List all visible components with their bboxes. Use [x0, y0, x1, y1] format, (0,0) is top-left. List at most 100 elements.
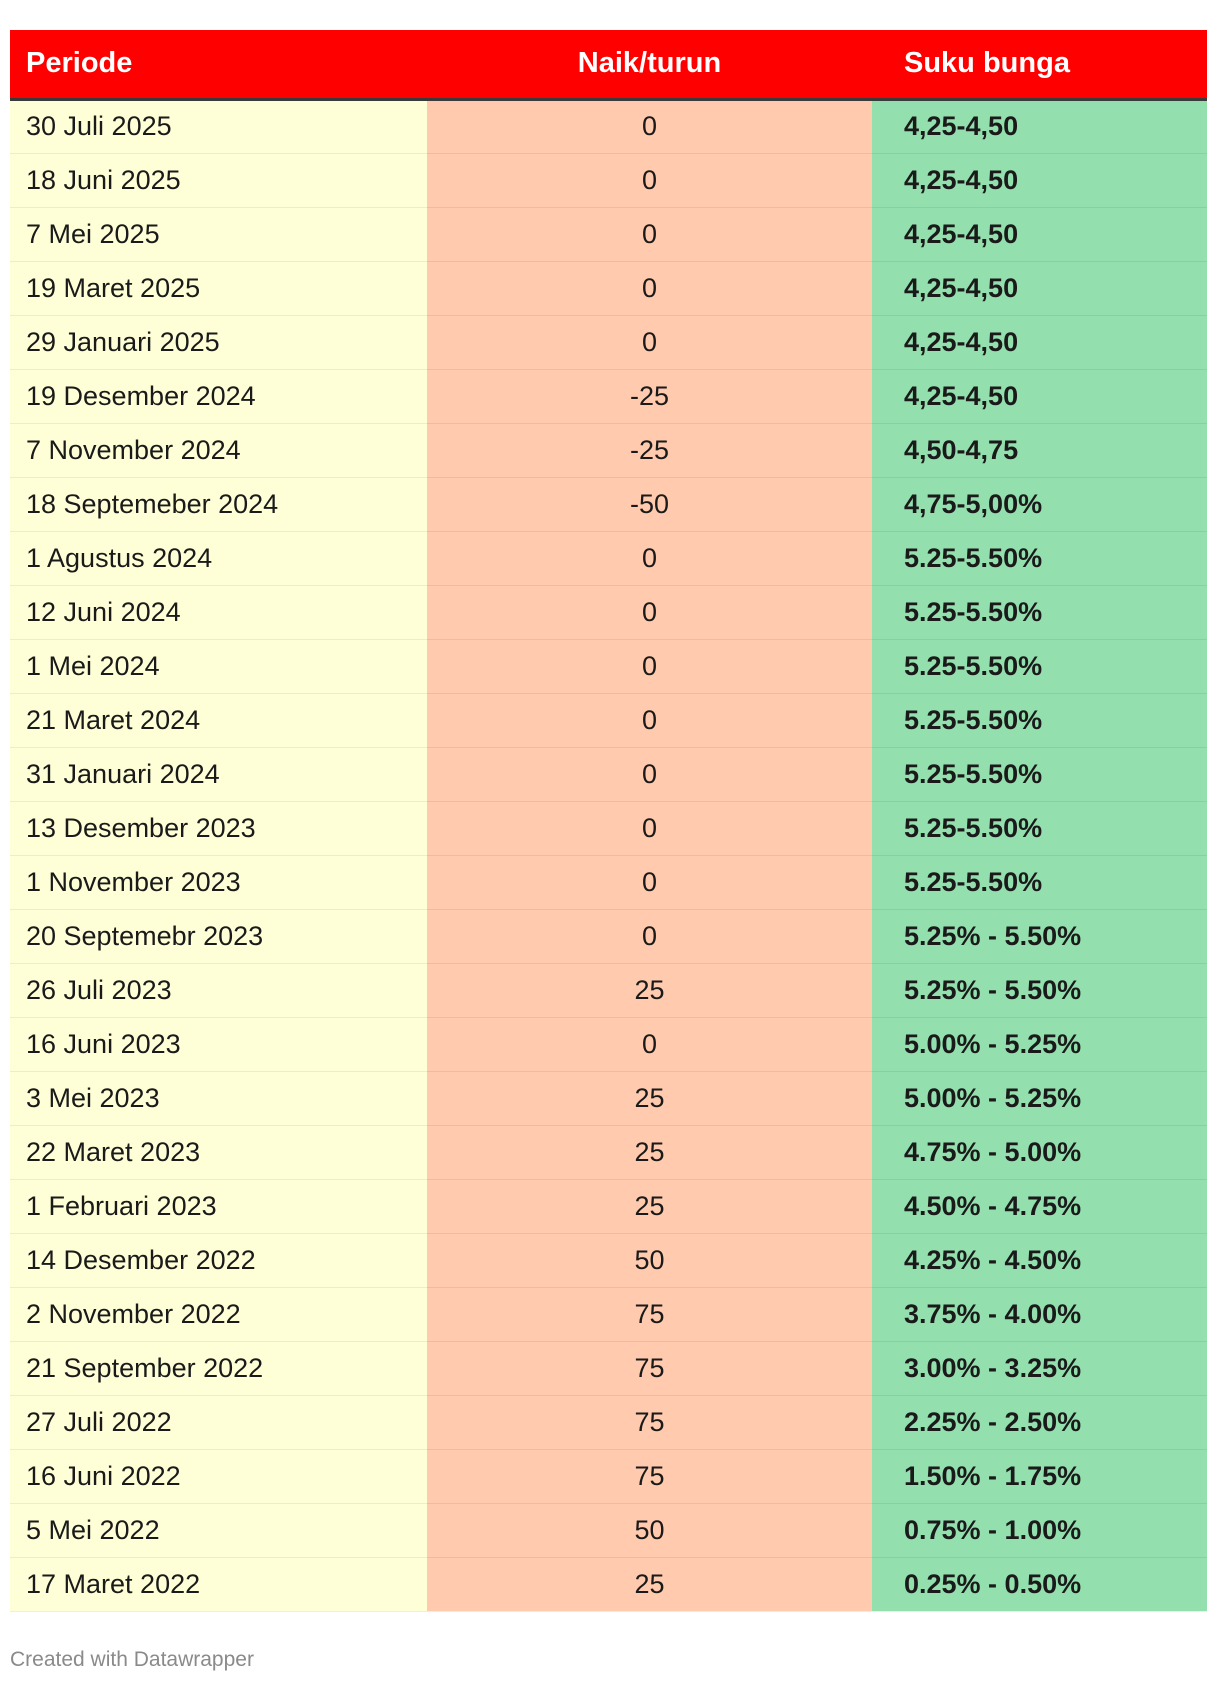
cell-periode: 19 Desember 2024: [10, 369, 427, 424]
cell-periode: 12 Juni 2024: [10, 585, 427, 640]
cell-periode: 2 November 2022: [10, 1287, 427, 1342]
cell-suku-bunga: 5.25-5.50%: [872, 585, 1207, 640]
header-periode[interactable]: Periode: [10, 30, 427, 101]
cell-periode: 1 November 2023: [10, 855, 427, 910]
table-row: 21 Maret 2024 0 5.25-5.50%: [10, 693, 1207, 748]
header-suku-bunga[interactable]: Suku bunga: [872, 30, 1207, 101]
cell-naik-turun: -50: [427, 477, 872, 532]
table-row: 26 Juli 2023 25 5.25% - 5.50%: [10, 963, 1207, 1018]
cell-naik-turun: 0: [427, 1017, 872, 1072]
table-row: 13 Desember 2023 0 5.25-5.50%: [10, 801, 1207, 856]
table-body: 30 Juli 2025 0 4,25-4,50 18 Juni 2025 0 4,25-…: [10, 99, 1207, 1612]
cell-naik-turun: 0: [427, 531, 872, 586]
cell-periode: 20 Septemebr 2023: [10, 909, 427, 964]
table-row: 30 Juli 2025 0 4,25-4,50: [10, 99, 1207, 154]
table-row: 16 Juni 2022 75 1.50% - 1.75%: [10, 1449, 1207, 1504]
cell-suku-bunga: 4,50-4,75: [872, 423, 1207, 478]
cell-periode: 14 Desember 2022: [10, 1233, 427, 1288]
datawrapper-credit: Created with Datawrapper: [10, 1648, 254, 1671]
table-header: Periode Naik/turun Suku bunga: [10, 30, 1207, 101]
cell-suku-bunga: 2.25% - 2.50%: [872, 1395, 1207, 1450]
cell-naik-turun: 25: [427, 1557, 872, 1612]
table-row: 19 Maret 2025 0 4,25-4,50: [10, 261, 1207, 316]
cell-suku-bunga: 4,25-4,50: [872, 99, 1207, 154]
table-row: 29 Januari 2025 0 4,25-4,50: [10, 315, 1207, 370]
cell-naik-turun: 50: [427, 1233, 872, 1288]
rate-table: Periode Naik/turun Suku bunga 30 Juli 20…: [10, 30, 1207, 1612]
cell-periode: 26 Juli 2023: [10, 963, 427, 1018]
header-naik-turun[interactable]: Naik/turun: [427, 30, 872, 101]
cell-suku-bunga: 4.25% - 4.50%: [872, 1233, 1207, 1288]
cell-periode: 13 Desember 2023: [10, 801, 427, 856]
table-row: 12 Juni 2024 0 5.25-5.50%: [10, 585, 1207, 640]
table-row: 14 Desember 2022 50 4.25% - 4.50%: [10, 1233, 1207, 1288]
cell-suku-bunga: 4.50% - 4.75%: [872, 1179, 1207, 1234]
cell-suku-bunga: 4,25-4,50: [872, 207, 1207, 262]
cell-periode: 16 Juni 2023: [10, 1017, 427, 1072]
cell-periode: 5 Mei 2022: [10, 1503, 427, 1558]
table-row: 1 Agustus 2024 0 5.25-5.50%: [10, 531, 1207, 586]
cell-suku-bunga: 5.25-5.50%: [872, 747, 1207, 802]
cell-periode: 21 September 2022: [10, 1341, 427, 1396]
table-row: 21 September 2022 75 3.00% - 3.25%: [10, 1341, 1207, 1396]
cell-naik-turun: 25: [427, 963, 872, 1018]
table-row: 18 Septemeber 2024 -50 4,75-5,00%: [10, 477, 1207, 532]
cell-suku-bunga: 3.00% - 3.25%: [872, 1341, 1207, 1396]
table-row: 1 November 2023 0 5.25-5.50%: [10, 855, 1207, 910]
cell-periode: 18 Septemeber 2024: [10, 477, 427, 532]
cell-periode: 1 Agustus 2024: [10, 531, 427, 586]
cell-periode: 17 Maret 2022: [10, 1557, 427, 1612]
cell-naik-turun: 0: [427, 693, 872, 748]
cell-periode: 7 November 2024: [10, 423, 427, 478]
cell-suku-bunga: 5.25-5.50%: [872, 855, 1207, 910]
cell-suku-bunga: 0.25% - 0.50%: [872, 1557, 1207, 1612]
table-row: 20 Septemebr 2023 0 5.25% - 5.50%: [10, 909, 1207, 964]
cell-naik-turun: 0: [427, 855, 872, 910]
cell-periode: 29 Januari 2025: [10, 315, 427, 370]
table-row: 1 Februari 2023 25 4.50% - 4.75%: [10, 1179, 1207, 1234]
cell-suku-bunga: 4,25-4,50: [872, 261, 1207, 316]
cell-suku-bunga: 4,25-4,50: [872, 153, 1207, 208]
cell-naik-turun: 0: [427, 99, 872, 154]
table-row: 5 Mei 2022 50 0.75% - 1.00%: [10, 1503, 1207, 1558]
cell-periode: 21 Maret 2024: [10, 693, 427, 748]
cell-suku-bunga: 5.25% - 5.50%: [872, 963, 1207, 1018]
cell-periode: 3 Mei 2023: [10, 1071, 427, 1126]
cell-periode: 1 Mei 2024: [10, 639, 427, 694]
cell-suku-bunga: 4,75-5,00%: [872, 477, 1207, 532]
table-row: 18 Juni 2025 0 4,25-4,50: [10, 153, 1207, 208]
table-row: 3 Mei 2023 25 5.00% - 5.25%: [10, 1071, 1207, 1126]
cell-naik-turun: 0: [427, 153, 872, 208]
table-row: 2 November 2022 75 3.75% - 4.00%: [10, 1287, 1207, 1342]
rate-table-container: Periode Naik/turun Suku bunga 30 Juli 20…: [10, 30, 1207, 1612]
cell-periode: 22 Maret 2023: [10, 1125, 427, 1180]
table-row: 7 November 2024 -25 4,50-4,75: [10, 423, 1207, 478]
table-row: 22 Maret 2023 25 4.75% - 5.00%: [10, 1125, 1207, 1180]
cell-periode: 30 Juli 2025: [10, 99, 427, 154]
table-row: 27 Juli 2022 75 2.25% - 2.50%: [10, 1395, 1207, 1450]
table-row: 31 Januari 2024 0 5.25-5.50%: [10, 747, 1207, 802]
cell-naik-turun: 25: [427, 1071, 872, 1126]
cell-periode: 18 Juni 2025: [10, 153, 427, 208]
cell-suku-bunga: 5.25-5.50%: [872, 693, 1207, 748]
cell-periode: 19 Maret 2025: [10, 261, 427, 316]
cell-suku-bunga: 5.25% - 5.50%: [872, 909, 1207, 964]
cell-suku-bunga: 4,25-4,50: [872, 315, 1207, 370]
cell-suku-bunga: 5.25-5.50%: [872, 639, 1207, 694]
cell-naik-turun: 25: [427, 1179, 872, 1234]
cell-naik-turun: 75: [427, 1287, 872, 1342]
cell-naik-turun: 75: [427, 1341, 872, 1396]
cell-suku-bunga: 1.50% - 1.75%: [872, 1449, 1207, 1504]
cell-naik-turun: 0: [427, 747, 872, 802]
cell-naik-turun: 0: [427, 801, 872, 856]
cell-periode: 7 Mei 2025: [10, 207, 427, 262]
cell-naik-turun: 0: [427, 261, 872, 316]
cell-naik-turun: 0: [427, 315, 872, 370]
cell-naik-turun: 0: [427, 909, 872, 964]
cell-naik-turun: -25: [427, 369, 872, 424]
cell-naik-turun: 25: [427, 1125, 872, 1180]
cell-suku-bunga: 0.75% - 1.00%: [872, 1503, 1207, 1558]
cell-periode: 27 Juli 2022: [10, 1395, 427, 1450]
cell-naik-turun: 75: [427, 1395, 872, 1450]
table-row: 1 Mei 2024 0 5.25-5.50%: [10, 639, 1207, 694]
